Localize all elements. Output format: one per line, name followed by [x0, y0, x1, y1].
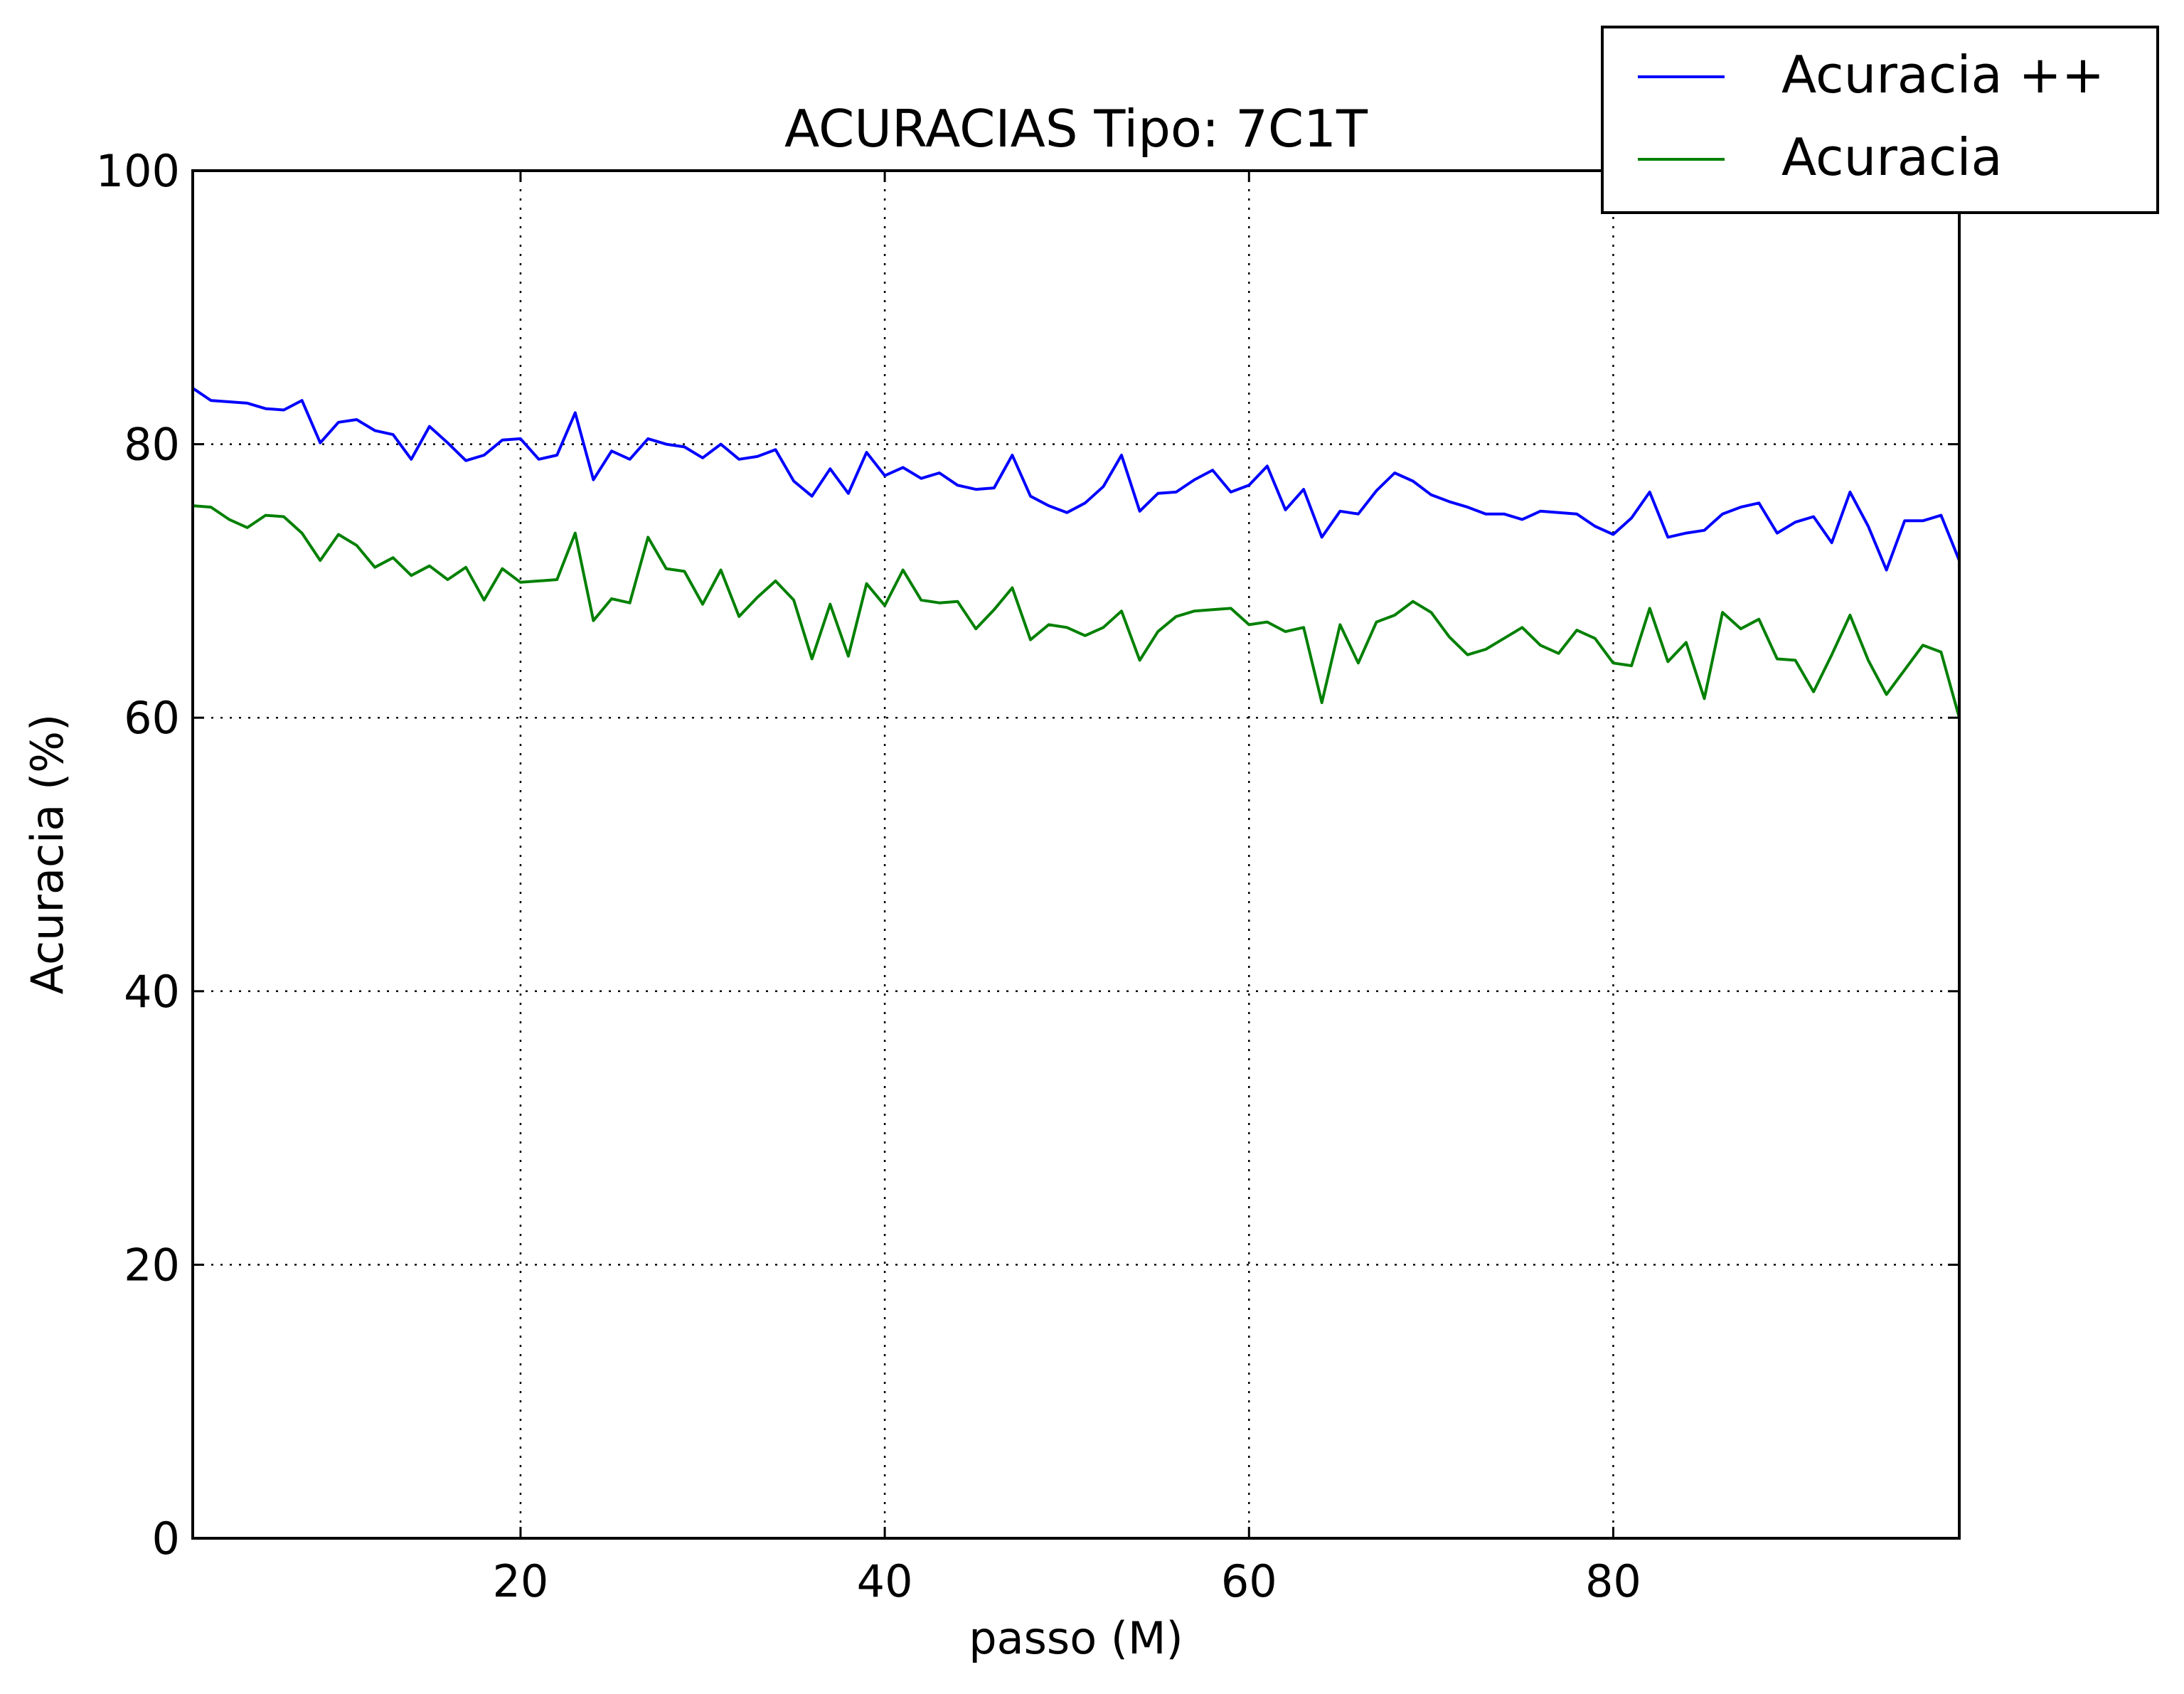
legend-label-acuracia: Acuracia	[1781, 127, 2003, 187]
y-tick-label: 60	[124, 692, 180, 744]
y-axis-label: Acuracia (%)	[21, 714, 73, 995]
x-tick-label: 80	[1585, 1555, 1641, 1607]
series-line-acuracia	[192, 504, 1961, 718]
y-tick-label: 80	[124, 419, 180, 471]
plot-frame	[191, 169, 1961, 1540]
y-tick-label: 0	[152, 1513, 180, 1565]
series-layer	[191, 387, 1961, 718]
y-tick-label: 40	[124, 966, 180, 1018]
legend-box	[1601, 26, 2159, 214]
x-tick-label: 60	[1221, 1555, 1277, 1607]
x-tick-label: 40	[857, 1555, 913, 1607]
axis-ticks: 20 40 60 80 0 20 40 60 80 100	[96, 145, 1959, 1607]
legend-label-acuracia-plus: Acuracia ++	[1781, 45, 2104, 105]
grid-lines	[193, 171, 1959, 1538]
x-axis-label: passo (M)	[969, 1612, 1183, 1664]
y-tick-label: 100	[96, 145, 180, 197]
legend: Acuracia ++ Acuracia	[1601, 26, 2159, 214]
chart-title: ACURACIAS Tipo: 7C1T	[784, 99, 1368, 159]
x-tick-label: 20	[492, 1555, 548, 1607]
series-line-acuracia-plus	[191, 387, 1961, 572]
y-tick-label: 20	[124, 1239, 180, 1291]
